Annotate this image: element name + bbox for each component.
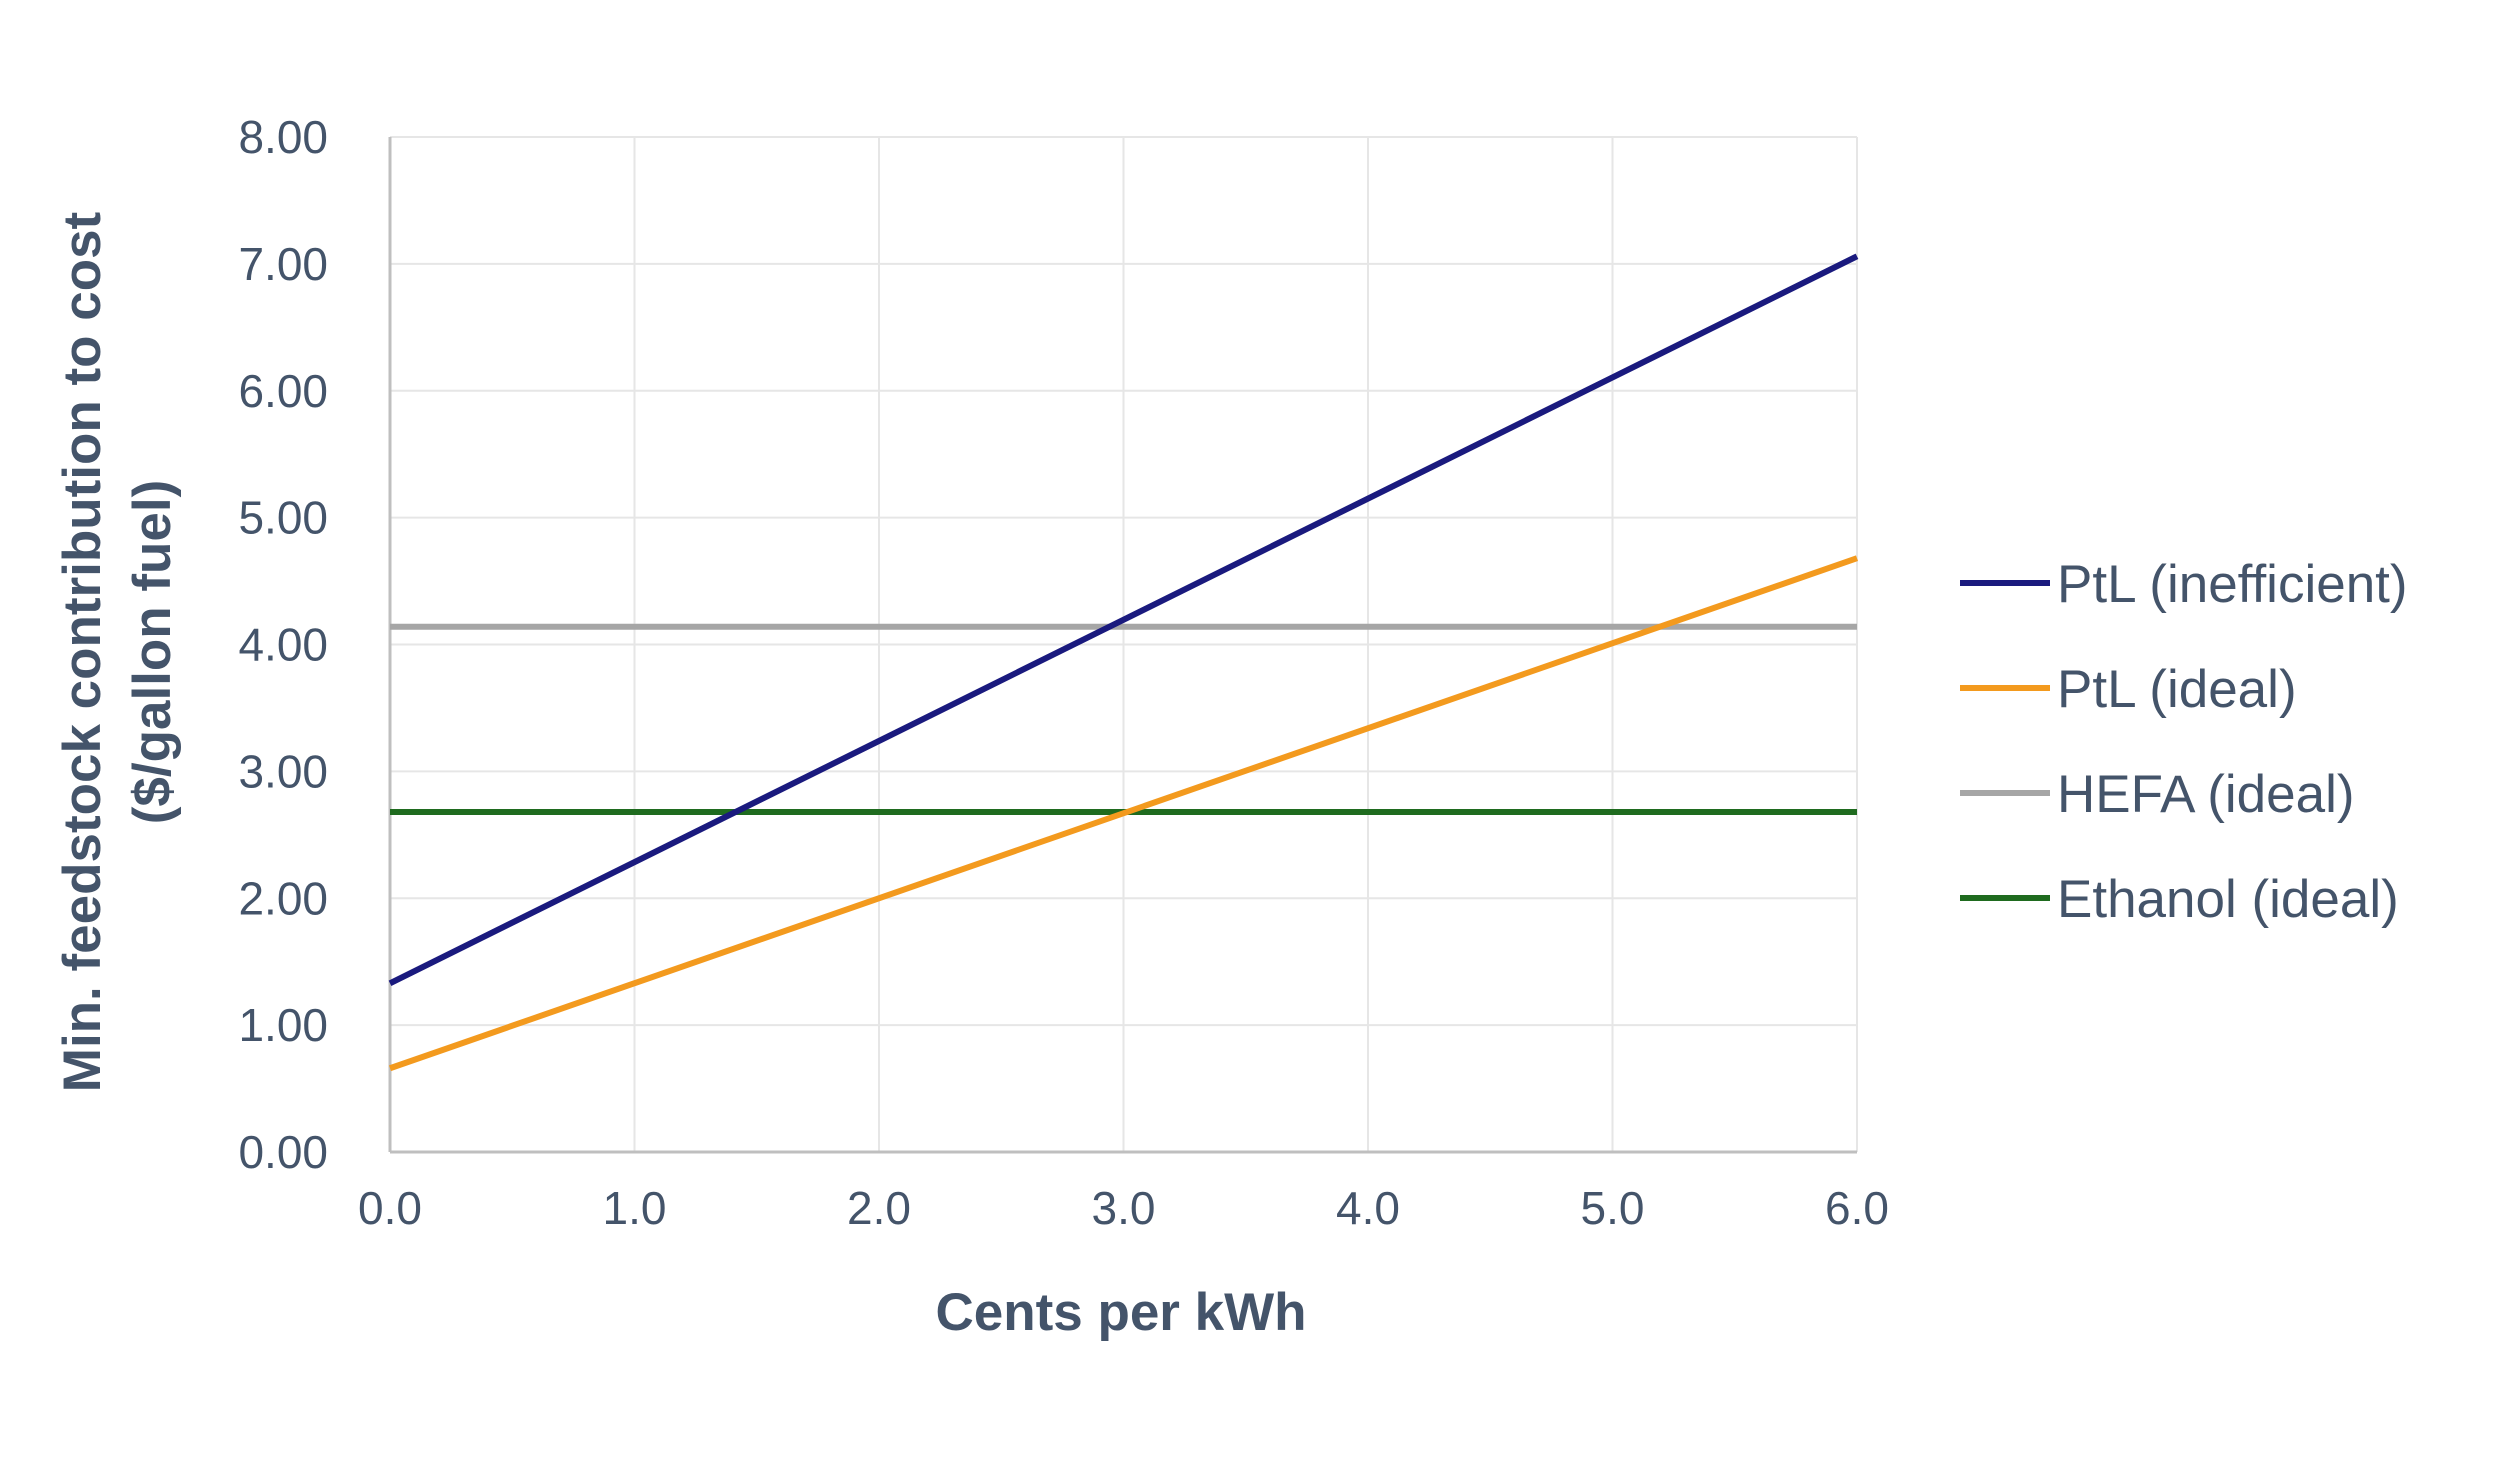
x-tick-labels: 0.0 1.0 2.0 3.0 4.0 5.0 6.0 [358,1182,1889,1234]
series-line-ptl-ideal [389,555,1858,1072]
y-tick-label: 1.00 [238,999,328,1051]
y-tick-label: 3.00 [238,745,328,797]
x-tick-label: 3.0 [1092,1182,1156,1234]
y-tick-label: 4.00 [238,619,328,671]
legend-item: PtL (inefficient) [1960,555,2408,614]
y-tick-label: 6.00 [238,365,328,417]
legend-label: PtL (inefficient) [2057,555,2408,614]
y-tick-label: 7.00 [238,238,328,290]
x-tick-label: 5.0 [1581,1182,1645,1234]
legend-label: PtL (ideal) [2057,660,2297,719]
legend-item: PtL (ideal) [1960,660,2297,719]
y-tick-label: 2.00 [238,872,328,924]
y-tick-label: 5.00 [238,492,328,544]
y-tick-labels: 0.00 1.00 2.00 3.00 4.00 5.00 6.00 7.00 8.00 [238,111,328,1178]
y-axis-title-line1: Min. feedstock contribution to cost [53,212,112,1092]
x-tick-label: 0.0 [358,1182,422,1234]
x-tick-label: 4.0 [1336,1182,1400,1234]
y-axis-title: Min. feedstock contribution to cost ($/g… [53,212,182,1092]
legend: PtL (inefficient) PtL (ideal) HEFA (ideal)… [1960,555,2408,929]
legend-item: HEFA (ideal) [1960,765,2355,824]
x-tick-label: 2.0 [847,1182,911,1234]
y-axis-title-line2: ($/gallon fuel) [123,480,182,825]
y-tick-label: 8.00 [238,111,328,163]
series-line-ptl-inefficient [388,253,1859,986]
legend-label: Ethanol (ideal) [2057,870,2399,929]
series-lines [388,253,1859,1072]
x-tick-label: 6.0 [1825,1182,1889,1234]
x-axis-title: Cents per kWh [935,1283,1306,1342]
y-tick-label: 0.00 [238,1126,328,1178]
legend-label: HEFA (ideal) [2057,765,2355,824]
x-tick-label: 1.0 [603,1182,667,1234]
legend-item: Ethanol (ideal) [1960,870,2399,929]
